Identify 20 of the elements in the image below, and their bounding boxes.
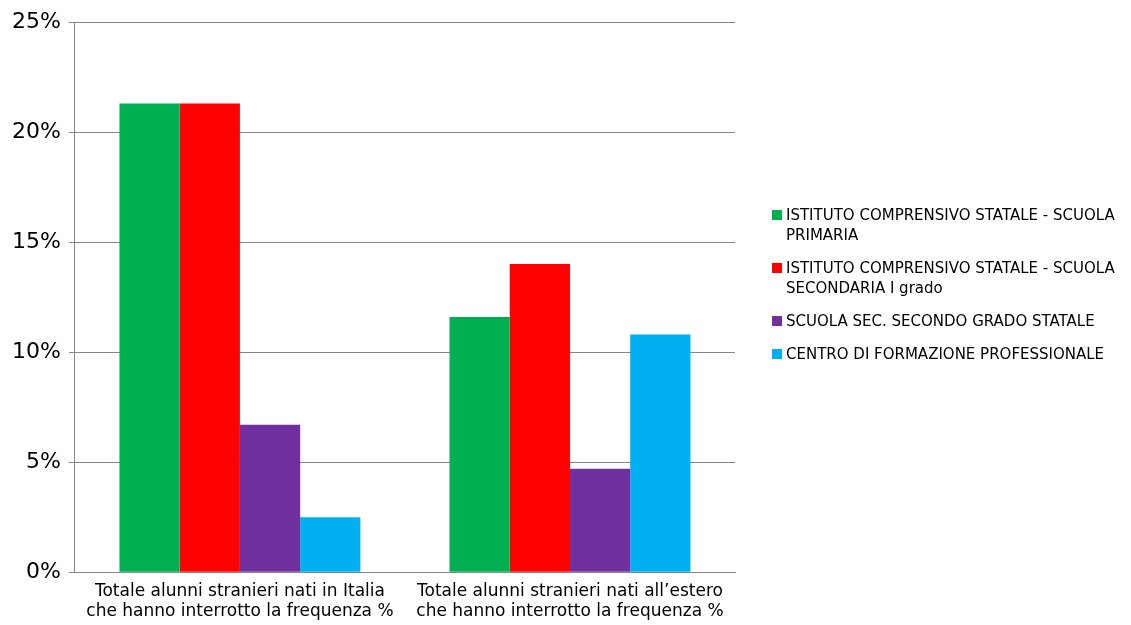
bar bbox=[179, 103, 240, 572]
bar bbox=[569, 468, 631, 572]
bar bbox=[119, 103, 180, 572]
bar bbox=[300, 517, 361, 572]
x-tick-label: Totale alunni stranieri nati in Italia che hanno interrotto la frequenza % bbox=[86, 579, 394, 621]
y-tick-label: 10% bbox=[11, 337, 61, 363]
bar bbox=[449, 316, 510, 572]
bar bbox=[239, 424, 301, 572]
legend-label: ISTITUTO COMPRENSIVO STATALE - SCUOLA PRIMARIA bbox=[786, 205, 1116, 245]
y-tick-label: 25% bbox=[11, 7, 61, 33]
legend-label: ISTITUTO COMPRENSIVO STATALE - SCUOLA SECONDARIA I grado bbox=[786, 258, 1116, 298]
legend-label: CENTRO DI FORMAZIONE PROFESSIONALE bbox=[786, 344, 1105, 364]
y-tick-label: 0% bbox=[25, 557, 61, 583]
bar bbox=[630, 334, 691, 572]
bar bbox=[509, 264, 570, 572]
legend-label: SCUOLA SEC. SECONDO GRADO STATALE bbox=[786, 311, 1095, 331]
y-tick-label: 5% bbox=[25, 447, 61, 473]
y-tick-label: 20% bbox=[11, 117, 61, 143]
x-tick-label: Totale alunni stranieri nati all’estero che hanno interrotto la frequenza % bbox=[416, 579, 724, 621]
y-tick-label: 15% bbox=[11, 227, 61, 253]
